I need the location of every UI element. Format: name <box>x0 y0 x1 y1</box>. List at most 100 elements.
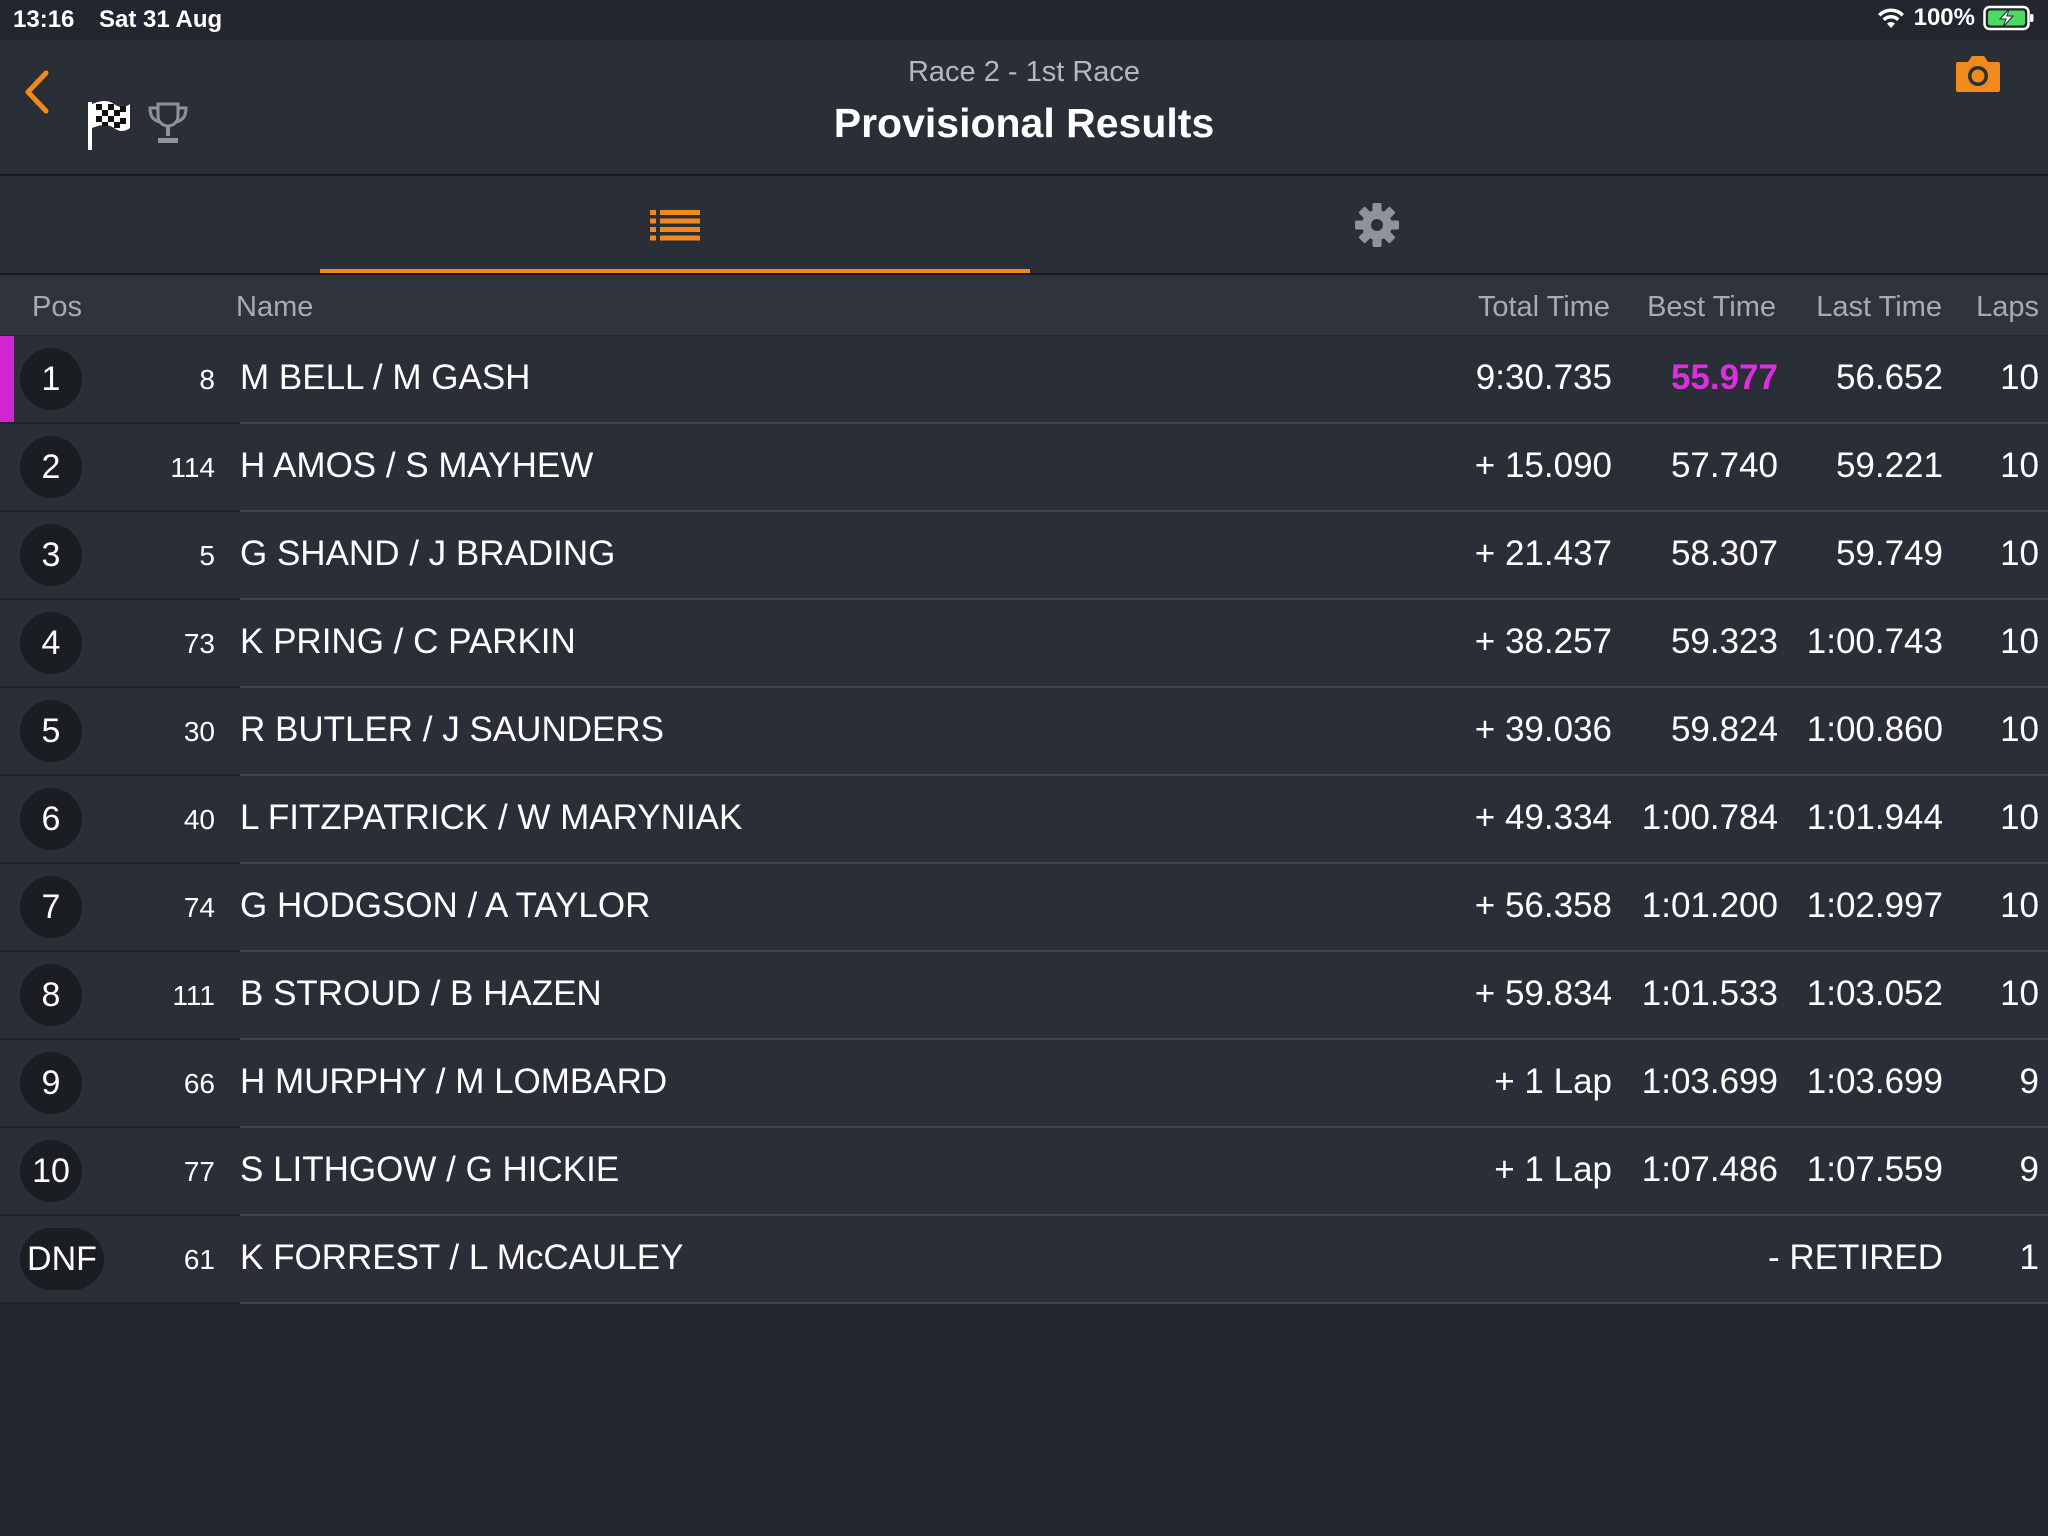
laps: 10 <box>2000 622 2039 661</box>
col-header-pos: Pos <box>32 291 82 323</box>
retired-status: - RETIRED <box>1768 1238 1943 1277</box>
table-row[interactable]: 5 30 R BUTLER / J SAUNDERS + 39.036 59.8… <box>0 688 2048 776</box>
last-time: 1:01.944 <box>1806 798 1943 837</box>
status-date: Sat 31 Aug <box>99 6 223 33</box>
col-header-total-time: Total Time <box>1477 291 1610 323</box>
car-number: 30 <box>183 716 215 747</box>
laps: 10 <box>2000 358 2039 397</box>
total-time: + 38.257 <box>1474 622 1612 661</box>
car-number: 74 <box>183 892 215 923</box>
status-bar: 13:16 Sat 31 Aug 100% <box>0 0 2048 40</box>
position-badge: 6 <box>20 788 82 850</box>
position-badge: 7 <box>20 876 82 938</box>
best-time: 59.323 <box>1670 622 1778 661</box>
position-badge: 3 <box>20 524 82 586</box>
total-time: + 39.036 <box>1474 710 1612 749</box>
gear-icon <box>1355 202 1399 247</box>
driver-names: B STROUD / B HAZEN <box>240 974 602 1013</box>
table-row[interactable]: DNF 61 K FORREST / L McCAULEY - RETIRED … <box>0 1216 2048 1304</box>
last-time: 59.221 <box>1835 446 1943 485</box>
list-icon <box>650 209 700 240</box>
laps: 10 <box>2000 798 2039 837</box>
table-row[interactable]: 3 5 G SHAND / J BRADING + 21.437 58.307 … <box>0 512 2048 600</box>
position-badge: 9 <box>20 1052 82 1114</box>
car-number: 40 <box>183 804 215 835</box>
driver-names: G SHAND / J BRADING <box>240 534 616 573</box>
last-time: 56.652 <box>1835 358 1943 397</box>
car-number: 73 <box>183 628 215 659</box>
best-time: 1:07.486 <box>1641 1150 1778 1189</box>
driver-names: S LITHGOW / G HICKIE <box>240 1150 620 1189</box>
total-time: + 1 Lap <box>1494 1062 1612 1101</box>
total-time: + 56.358 <box>1474 886 1612 925</box>
car-number: 5 <box>199 540 215 571</box>
driver-names: G HODGSON / A TAYLOR <box>240 886 651 925</box>
driver-names: M BELL / M GASH <box>240 358 531 397</box>
back-button[interactable] <box>14 62 60 122</box>
table-row[interactable]: 9 66 H MURPHY / M LOMBARD + 1 Lap 1:03.6… <box>0 1040 2048 1128</box>
laps: 10 <box>2000 446 2039 485</box>
car-number: 111 <box>172 980 215 1011</box>
results-table-header: Pos Name Total Time Best Time Last Time … <box>0 275 2048 335</box>
position-badge: 1 <box>20 348 82 410</box>
laps: 10 <box>2000 710 2039 749</box>
position-badge: 2 <box>20 436 82 498</box>
last-time: 1:03.052 <box>1806 974 1943 1013</box>
tab-bar <box>0 176 2048 275</box>
best-time: 1:00.784 <box>1641 798 1778 837</box>
position-badge: DNF <box>20 1228 104 1290</box>
status-right: 100% <box>1876 4 2035 32</box>
total-time: + 1 Lap <box>1494 1150 1612 1189</box>
table-row[interactable]: 4 73 K PRING / C PARKIN + 38.257 59.323 … <box>0 600 2048 688</box>
table-row[interactable]: 6 40 L FITZPATRICK / W MARYNIAK + 49.334… <box>0 776 2048 864</box>
checkered-flag-icon[interactable] <box>86 98 132 152</box>
car-number: 8 <box>199 364 215 395</box>
laps: 9 <box>2019 1150 2039 1189</box>
car-number: 77 <box>183 1156 215 1187</box>
last-time: 1:02.997 <box>1806 886 1943 925</box>
total-time: + 59.834 <box>1474 974 1612 1013</box>
tab-settings[interactable] <box>1022 176 1732 273</box>
active-tab-indicator <box>320 269 1030 273</box>
best-time: 59.824 <box>1670 710 1778 749</box>
table-row[interactable]: 2 114 H AMOS / S MAYHEW + 15.090 57.740 … <box>0 424 2048 512</box>
driver-names: H AMOS / S MAYHEW <box>240 446 594 485</box>
position-badge: 8 <box>20 964 82 1026</box>
total-time: 9:30.735 <box>1475 358 1612 397</box>
col-header-best-time: Best Time <box>1647 291 1776 323</box>
table-row[interactable]: 1 8 M BELL / M GASH 9:30.735 55.977 56.6… <box>0 336 2048 424</box>
last-time: 1:00.743 <box>1806 622 1943 661</box>
position-badge: 4 <box>20 612 82 674</box>
tab-results-list[interactable] <box>320 176 1030 273</box>
battery-charging-icon <box>1983 5 2034 31</box>
table-row[interactable]: 8 111 B STROUD / B HAZEN + 59.834 1:01.5… <box>0 952 2048 1040</box>
driver-names: L FITZPATRICK / W MARYNIAK <box>240 798 743 837</box>
best-time: 57.740 <box>1670 446 1778 485</box>
nav-header: Race 2 - 1st Race Provisional Results <box>0 40 2048 176</box>
driver-names: K FORREST / L McCAULEY <box>240 1238 684 1277</box>
driver-names: R BUTLER / J SAUNDERS <box>240 710 664 749</box>
fastest-lap-marker <box>0 336 14 424</box>
best-time: 58.307 <box>1670 534 1778 573</box>
col-header-name: Name <box>236 291 314 323</box>
table-row[interactable]: 10 77 S LITHGOW / G HICKIE + 1 Lap 1:07.… <box>0 1128 2048 1216</box>
car-number: 114 <box>170 452 215 483</box>
table-row[interactable]: 7 74 G HODGSON / A TAYLOR + 56.358 1:01.… <box>0 864 2048 952</box>
page-subtitle: Race 2 - 1st Race <box>907 56 1141 88</box>
page-title: Provisional Results <box>833 100 1215 146</box>
results-list: 1 8 M BELL / M GASH 9:30.735 55.977 56.6… <box>0 336 2048 1304</box>
best-time: 55.977 <box>1670 358 1778 397</box>
trophy-icon[interactable] <box>146 100 190 148</box>
col-header-last-time: Last Time <box>1816 291 1942 323</box>
chevron-left-icon <box>25 70 49 114</box>
last-time: 59.749 <box>1835 534 1943 573</box>
driver-names: H MURPHY / M LOMBARD <box>240 1062 668 1101</box>
total-time: + 49.334 <box>1474 798 1612 837</box>
car-number: 66 <box>183 1068 215 1099</box>
laps: 10 <box>2000 534 2039 573</box>
position-badge: 5 <box>20 700 82 762</box>
camera-icon[interactable] <box>1954 52 2002 94</box>
last-time: 1:03.699 <box>1806 1062 1943 1101</box>
total-time: + 15.090 <box>1474 446 1612 485</box>
total-time: + 21.437 <box>1474 534 1612 573</box>
